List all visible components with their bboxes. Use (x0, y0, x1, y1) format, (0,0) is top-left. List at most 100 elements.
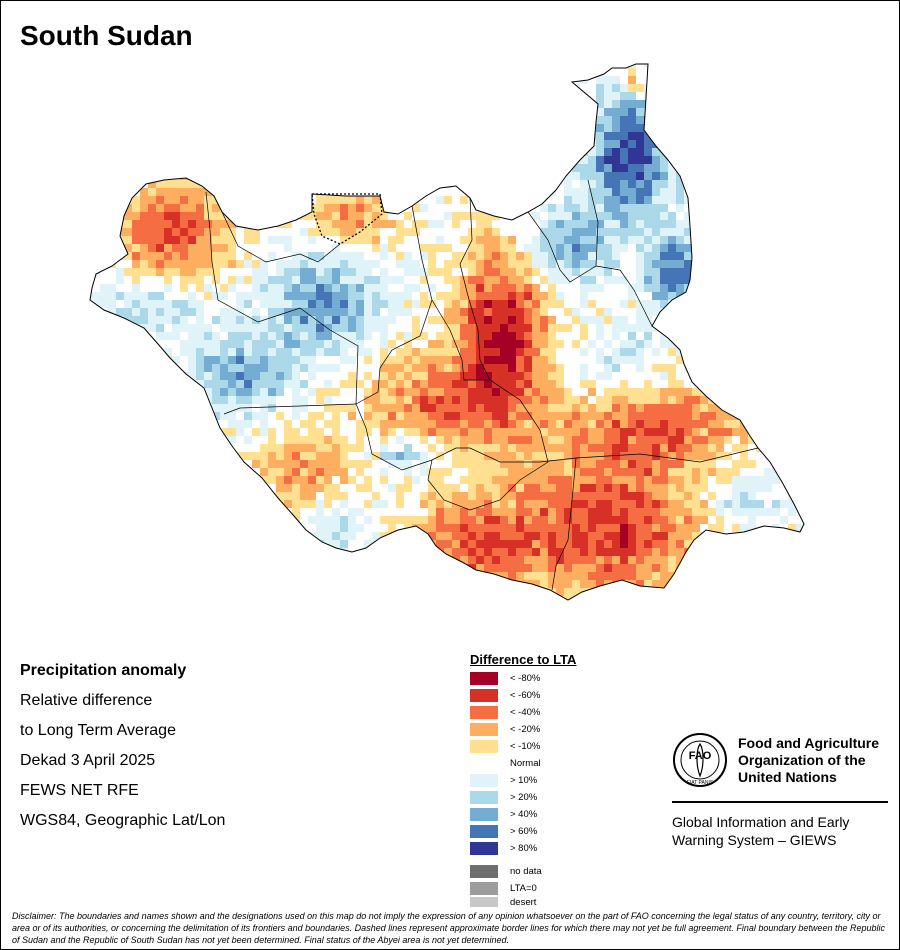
anomaly-cell (716, 188, 724, 196)
anomaly-cell (404, 300, 412, 308)
anomaly-cell (212, 124, 220, 132)
anomaly-cell (716, 268, 724, 276)
anomaly-cell (524, 92, 532, 100)
anomaly-cell (164, 412, 172, 420)
anomaly-cell (468, 100, 476, 108)
anomaly-cell (460, 404, 468, 412)
anomaly-cell (268, 84, 276, 92)
anomaly-cell (436, 260, 444, 268)
anomaly-cell (204, 228, 212, 236)
anomaly-cell (268, 404, 276, 412)
anomaly-cell (636, 356, 644, 364)
anomaly-cell (620, 388, 628, 396)
anomaly-cell (748, 316, 756, 324)
anomaly-cell (500, 172, 508, 180)
anomaly-cell (724, 452, 732, 460)
anomaly-cell (292, 316, 300, 324)
anomaly-cell (172, 340, 180, 348)
anomaly-cell (708, 348, 716, 356)
anomaly-cell (716, 244, 724, 252)
anomaly-cell (372, 148, 380, 156)
anomaly-cell (788, 388, 796, 396)
anomaly-cell (220, 244, 228, 252)
anomaly-cell (804, 76, 812, 84)
anomaly-cell (748, 92, 756, 100)
anomaly-cell (180, 340, 188, 348)
anomaly-cell (492, 244, 500, 252)
anomaly-cell (388, 92, 396, 100)
anomaly-cell (804, 436, 812, 444)
anomaly-cell (508, 156, 516, 164)
anomaly-cell (380, 484, 388, 492)
anomaly-cell (356, 420, 364, 428)
anomaly-cell (156, 68, 164, 76)
anomaly-cell (484, 284, 492, 292)
anomaly-cell (132, 68, 140, 76)
anomaly-cell (92, 476, 100, 484)
anomaly-cell (228, 284, 236, 292)
anomaly-cell (180, 100, 188, 108)
anomaly-cell (196, 140, 204, 148)
anomaly-cell (244, 380, 252, 388)
anomaly-cell (756, 412, 764, 420)
anomaly-cell (604, 420, 612, 428)
anomaly-cell (572, 316, 580, 324)
anomaly-cell (612, 268, 620, 276)
anomaly-cell (332, 428, 340, 436)
anomaly-cell (484, 484, 492, 492)
anomaly-cell (652, 396, 660, 404)
anomaly-cell (732, 468, 740, 476)
anomaly-cell (412, 244, 420, 252)
anomaly-cell (332, 204, 340, 212)
anomaly-cell (180, 92, 188, 100)
anomaly-cell (364, 76, 372, 84)
anomaly-cell (772, 388, 780, 396)
anomaly-cell (428, 108, 436, 116)
anomaly-cell (780, 404, 788, 412)
anomaly-cell (428, 436, 436, 444)
anomaly-cell (580, 492, 588, 500)
anomaly-cell (276, 196, 284, 204)
anomaly-cell (100, 180, 108, 188)
anomaly-cell (780, 348, 788, 356)
anomaly-cell (260, 244, 268, 252)
anomaly-cell (260, 212, 268, 220)
anomaly-cell (372, 244, 380, 252)
anomaly-cell (196, 172, 204, 180)
anomaly-cell (372, 164, 380, 172)
anomaly-cell (236, 108, 244, 116)
anomaly-cell (252, 188, 260, 196)
anomaly-cell (180, 436, 188, 444)
anomaly-cell (332, 140, 340, 148)
anomaly-cell (500, 340, 508, 348)
anomaly-cell (100, 484, 108, 492)
anomaly-cell (364, 372, 372, 380)
anomaly-cell (100, 228, 108, 236)
anomaly-cell (404, 68, 412, 76)
anomaly-cell (428, 92, 436, 100)
anomaly-cell (740, 396, 748, 404)
anomaly-cell (324, 180, 332, 188)
anomaly-cell (580, 148, 588, 156)
anomaly-cell (316, 372, 324, 380)
anomaly-cell (508, 324, 516, 332)
anomaly-cell (692, 252, 700, 260)
anomaly-cell (500, 332, 508, 340)
anomaly-cell (108, 64, 116, 68)
anomaly-cell (428, 124, 436, 132)
anomaly-cell (388, 172, 396, 180)
anomaly-cell (788, 260, 796, 268)
anomaly-cell (276, 412, 284, 420)
anomaly-cell (572, 236, 580, 244)
anomaly-cell (156, 64, 164, 68)
anomaly-cell (188, 140, 196, 148)
anomaly-cell (204, 324, 212, 332)
anomaly-cell (588, 428, 596, 436)
anomaly-cell (324, 276, 332, 284)
anomaly-cell (236, 100, 244, 108)
anomaly-cell (124, 468, 132, 476)
anomaly-cell (220, 468, 228, 476)
anomaly-cell (164, 132, 172, 140)
anomaly-cell (588, 180, 596, 188)
anomaly-cell (468, 356, 476, 364)
